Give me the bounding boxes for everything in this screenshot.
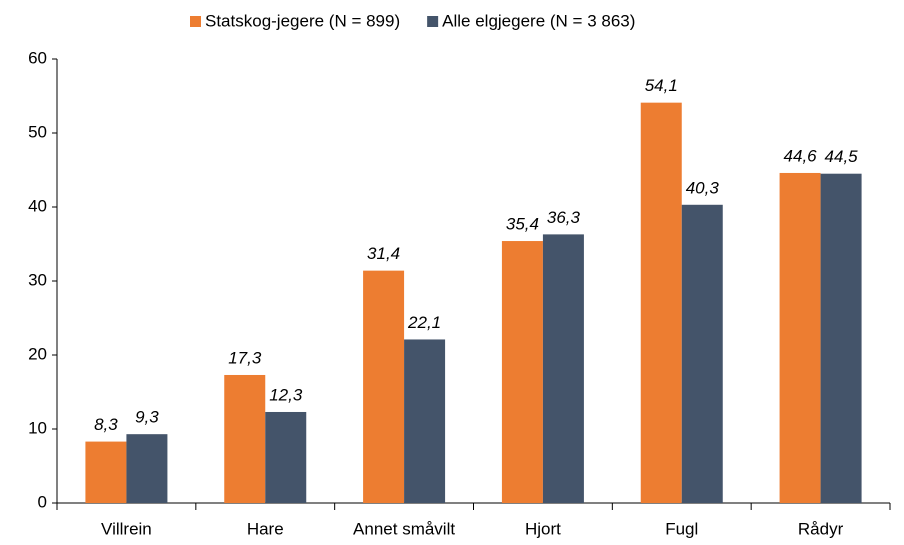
value-label: 12,3 [269,385,303,404]
x-tick-label: Annet småvilt [353,519,455,538]
value-label: 36,3 [547,208,581,227]
y-tick-label: 50 [28,122,47,141]
value-label: 44,5 [825,147,859,166]
y-tick-label: 0 [38,492,47,511]
y-tick-label: 10 [28,418,47,437]
value-label: 40,3 [686,178,720,197]
legend-label: Statskog-jegere (N = 899) [205,11,400,30]
bar [681,204,723,503]
value-label: 9,3 [135,408,159,427]
bar [404,339,446,503]
value-label: 17,3 [228,348,262,367]
value-label: 54,1 [645,76,678,95]
y-tick-label: 40 [28,196,47,215]
bar [820,173,862,503]
value-label: 44,6 [784,146,818,165]
bar [542,234,584,503]
legend-label: Alle elgjegere (N = 3 863) [442,11,635,30]
bar [85,441,127,503]
x-tick-label: Hjort [525,519,561,538]
value-label: 31,4 [367,244,400,263]
x-tick-label: Villrein [101,519,152,538]
bar [640,102,682,503]
value-label: 35,4 [506,215,539,234]
x-tick-label: Fugl [665,519,698,538]
y-tick-label: 30 [28,270,47,289]
value-label: 8,3 [94,415,118,434]
bar [779,172,821,503]
y-tick-label: 20 [28,344,47,363]
value-label: 22,1 [407,313,441,332]
bar [224,374,266,503]
x-tick-label: Rådyr [798,519,844,538]
legend-swatch [190,16,201,27]
bar [265,411,307,503]
bar [126,434,168,503]
y-tick-label: 60 [28,48,47,67]
bar [501,241,543,504]
legend-swatch [427,16,439,27]
bar [363,270,405,503]
x-tick-label: Hare [247,519,284,538]
